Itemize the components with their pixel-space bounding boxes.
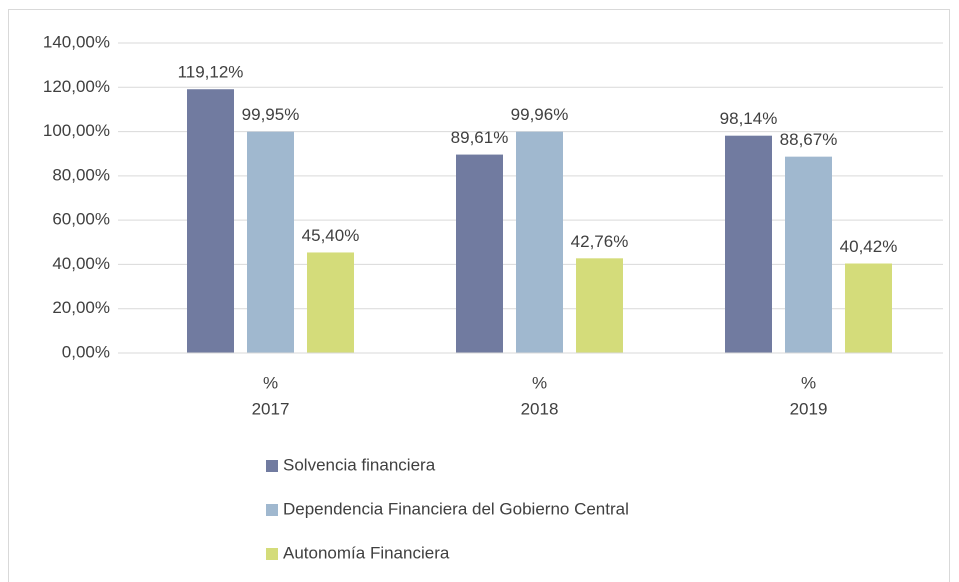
legend-swatch	[266, 460, 278, 472]
y-tick-label: 60,00%	[52, 210, 110, 229]
y-tick-label: 80,00%	[52, 165, 110, 184]
y-tick-label: 120,00%	[43, 77, 110, 96]
x-tick-label: %	[263, 373, 278, 392]
bar	[516, 131, 563, 353]
legend-label: Solvencia financiera	[283, 455, 436, 474]
x-tick-label: 2017	[252, 399, 290, 418]
data-label: 45,40%	[302, 226, 360, 245]
data-label: 98,14%	[720, 109, 778, 128]
bar	[725, 135, 772, 353]
data-label: 119,12%	[178, 63, 244, 82]
bar	[247, 131, 294, 353]
bar	[456, 154, 503, 353]
x-tick-label: %	[532, 373, 547, 392]
x-tick-label: 2018	[521, 399, 559, 418]
x-tick-label: %	[801, 373, 816, 392]
legend-swatch	[266, 504, 278, 516]
y-tick-label: 40,00%	[52, 254, 110, 273]
data-label: 99,96%	[511, 105, 569, 124]
data-label: 88,67%	[780, 130, 838, 149]
bar	[785, 156, 832, 353]
y-tick-label: 100,00%	[43, 121, 110, 140]
y-tick-label: 140,00%	[43, 32, 110, 51]
bar	[307, 252, 354, 353]
data-label: 89,61%	[451, 128, 509, 147]
x-tick-label: 2019	[790, 399, 828, 418]
data-label: 99,95%	[242, 105, 300, 124]
legend-label: Dependencia Financiera del Gobierno Cent…	[283, 499, 629, 518]
legend-label: Autonomía Financiera	[283, 543, 450, 562]
y-tick-label: 20,00%	[52, 298, 110, 317]
bar	[845, 263, 892, 353]
bar	[576, 258, 623, 353]
y-tick-label: 0,00%	[62, 342, 110, 361]
bar	[187, 89, 234, 353]
data-label: 42,76%	[571, 232, 629, 251]
data-label: 40,42%	[840, 237, 898, 256]
legend-swatch	[266, 548, 278, 560]
